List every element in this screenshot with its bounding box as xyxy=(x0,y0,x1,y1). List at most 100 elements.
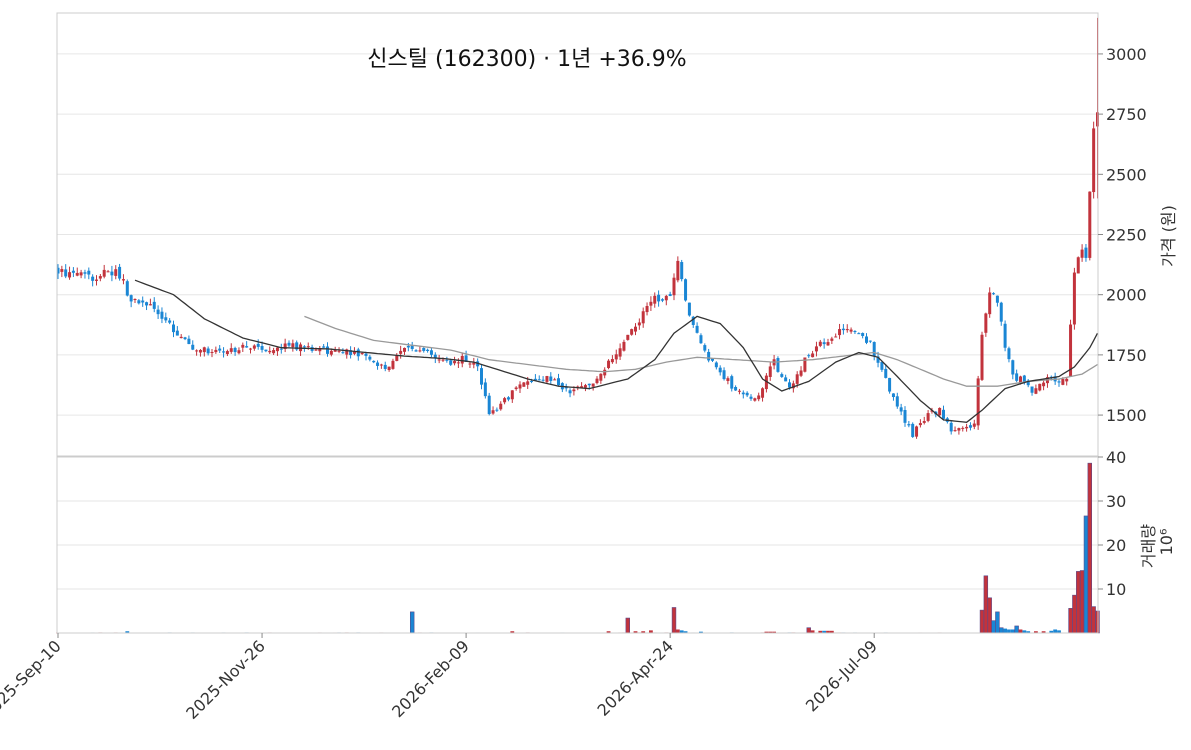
volume-bar xyxy=(683,631,688,633)
candle-body xyxy=(472,362,476,365)
candle-body xyxy=(241,344,245,348)
candle-body xyxy=(599,373,603,381)
candle-body xyxy=(645,305,649,313)
candle-body xyxy=(333,349,337,352)
volume-bar xyxy=(675,629,680,633)
candle-body xyxy=(626,334,630,340)
candle-body xyxy=(1069,324,1073,377)
price-tick-label: 2000 xyxy=(1106,286,1147,305)
candle-body xyxy=(464,355,468,362)
volume-tick-label: 20 xyxy=(1106,536,1126,555)
candle-body xyxy=(522,382,526,387)
candle-body xyxy=(468,363,472,365)
candle-body xyxy=(237,350,241,354)
candle-body xyxy=(764,375,768,390)
candle-body xyxy=(557,378,560,386)
candle-body xyxy=(249,348,252,350)
candle-body xyxy=(537,379,541,381)
candle-body xyxy=(395,355,399,361)
candle-body xyxy=(222,351,226,353)
candle-body xyxy=(391,360,395,369)
candle-body xyxy=(549,376,553,381)
candle-body xyxy=(907,424,911,426)
price-tick-label: 2750 xyxy=(1106,105,1147,124)
candle-body xyxy=(1076,257,1080,274)
candle-body xyxy=(684,279,688,301)
volume-bar xyxy=(1010,629,1015,633)
candle-body xyxy=(1026,380,1030,386)
candle-body xyxy=(1034,388,1038,394)
candle-body xyxy=(714,362,718,368)
candle-body xyxy=(514,387,518,390)
candle-body xyxy=(218,348,222,351)
volume-bar xyxy=(699,631,703,633)
candle-body xyxy=(799,370,803,376)
volume-bar xyxy=(1014,625,1019,634)
volume-bar xyxy=(1034,631,1038,633)
candle-body xyxy=(456,362,460,364)
candle-body xyxy=(206,348,210,354)
volume-bar xyxy=(641,631,646,633)
candle-body xyxy=(610,359,614,363)
volume-bar xyxy=(1087,462,1093,634)
candle-body xyxy=(125,281,129,296)
candle-body xyxy=(618,348,622,357)
candle-body xyxy=(499,403,503,410)
candle-body xyxy=(337,350,341,352)
price-tick-label: 1750 xyxy=(1106,346,1147,365)
candle-body xyxy=(564,387,568,389)
candle-body xyxy=(214,349,218,353)
candle-body xyxy=(1072,272,1076,325)
volume-bar xyxy=(995,611,1000,634)
candle-body xyxy=(657,294,661,302)
candle-body xyxy=(761,388,765,398)
candle-body xyxy=(699,335,703,344)
volume-bar xyxy=(409,611,415,634)
candle-body xyxy=(980,334,984,380)
candle-body xyxy=(145,302,149,306)
candle-body xyxy=(972,423,976,427)
volume-bar xyxy=(510,631,515,633)
candle-body xyxy=(876,356,880,363)
volume-bar xyxy=(826,630,830,633)
candle-body xyxy=(372,360,376,363)
candle-body xyxy=(757,395,761,400)
volume-bar xyxy=(1007,629,1011,633)
candle-body xyxy=(406,345,410,348)
candle-body xyxy=(322,346,326,348)
candle-body xyxy=(268,350,272,353)
candle-body xyxy=(922,421,926,423)
volume-bar xyxy=(1026,631,1031,633)
candle-body xyxy=(98,276,102,279)
candle-body xyxy=(784,377,788,382)
candle-body xyxy=(826,342,830,346)
candle-body xyxy=(660,299,664,301)
volume-bar xyxy=(983,575,989,634)
candle-body xyxy=(853,331,857,333)
candle-body xyxy=(999,302,1003,322)
candle-body xyxy=(287,342,291,346)
volume-bar xyxy=(125,631,130,633)
candle-body xyxy=(272,350,276,354)
candle-body xyxy=(541,379,545,381)
candle-body xyxy=(861,333,865,336)
candle-body xyxy=(1088,191,1092,258)
candle-body xyxy=(637,322,641,326)
candle-body xyxy=(379,364,383,366)
candle-body xyxy=(295,342,299,350)
candle-body xyxy=(291,343,295,348)
candle-body xyxy=(318,348,322,352)
price-axis-label: 가격 (원) xyxy=(1159,205,1178,267)
candle-body xyxy=(383,364,387,369)
volume-bar xyxy=(633,631,638,633)
candle-body xyxy=(664,295,668,301)
volume-bar xyxy=(671,607,677,634)
volume-bar xyxy=(1076,571,1081,634)
volume-bar xyxy=(1022,630,1027,633)
candle-body xyxy=(164,317,168,321)
candle-body xyxy=(1022,375,1026,382)
volume-bar xyxy=(806,627,811,634)
candle-body xyxy=(680,262,684,280)
candle-body xyxy=(984,313,988,333)
price-tick-label: 2500 xyxy=(1106,165,1147,184)
